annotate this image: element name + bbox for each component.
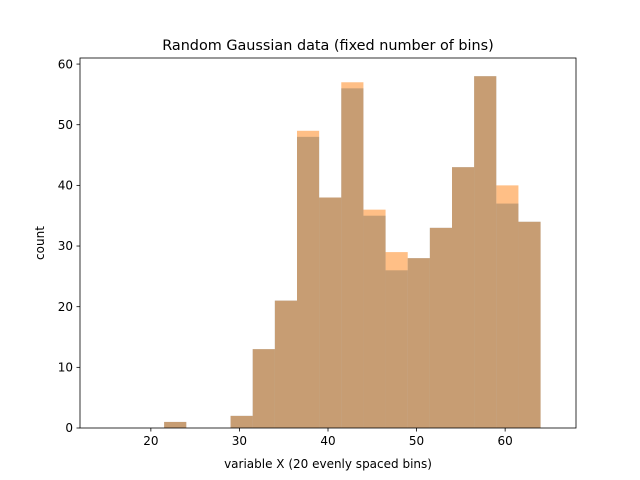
x-tick-label-2: 40 [320,434,335,448]
histogram-bar-s1-bin8 [274,300,297,428]
x-tick-label-4: 60 [498,434,513,448]
y-tick-label-0: 0 [65,421,73,435]
histogram-bar-s1-bin11 [341,82,364,428]
histogram-bar-s1-bin13 [385,252,408,428]
x-axis-label: variable X (20 evenly spaced bins) [224,457,432,471]
bars-group [164,76,541,429]
y-tick-label-3: 30 [58,239,73,253]
y-tick-label-5: 50 [58,118,73,132]
y-axis-label: count [33,226,47,260]
histogram-bar-s1-bin9 [297,130,320,429]
y-tick-label-1: 10 [58,361,73,375]
histogram-bar-s1-bin18 [496,185,519,428]
x-tick-label-0: 20 [143,434,158,448]
y-tick-label-2: 20 [58,300,73,314]
histogram-bar-s1-bin6 [230,415,253,428]
histogram-bar-s1-bin14 [407,258,430,428]
y-tick-label-4: 40 [58,179,73,193]
histogram-bar-s1-bin19 [518,221,541,428]
histogram-bar-s1-bin3 [164,421,187,428]
histogram-bar-s1-bin15 [429,227,452,428]
histogram-bar-s1-bin17 [474,76,497,429]
x-axis-ticks: 20 30 40 50 60 [143,428,513,448]
y-tick-label-6: 60 [58,57,73,71]
x-tick-label-3: 50 [409,434,424,448]
x-tick-label-1: 30 [232,434,247,448]
y-axis-ticks: 0 10 20 30 40 50 60 [58,57,80,435]
chart-title: Random Gaussian data (fixed number of bi… [162,38,494,54]
histogram-bar-s1-bin7 [252,349,275,428]
histogram-bar-s1-bin12 [363,209,386,428]
histogram-bar-s1-bin16 [452,167,475,428]
histogram-bar-s1-bin10 [319,197,342,428]
